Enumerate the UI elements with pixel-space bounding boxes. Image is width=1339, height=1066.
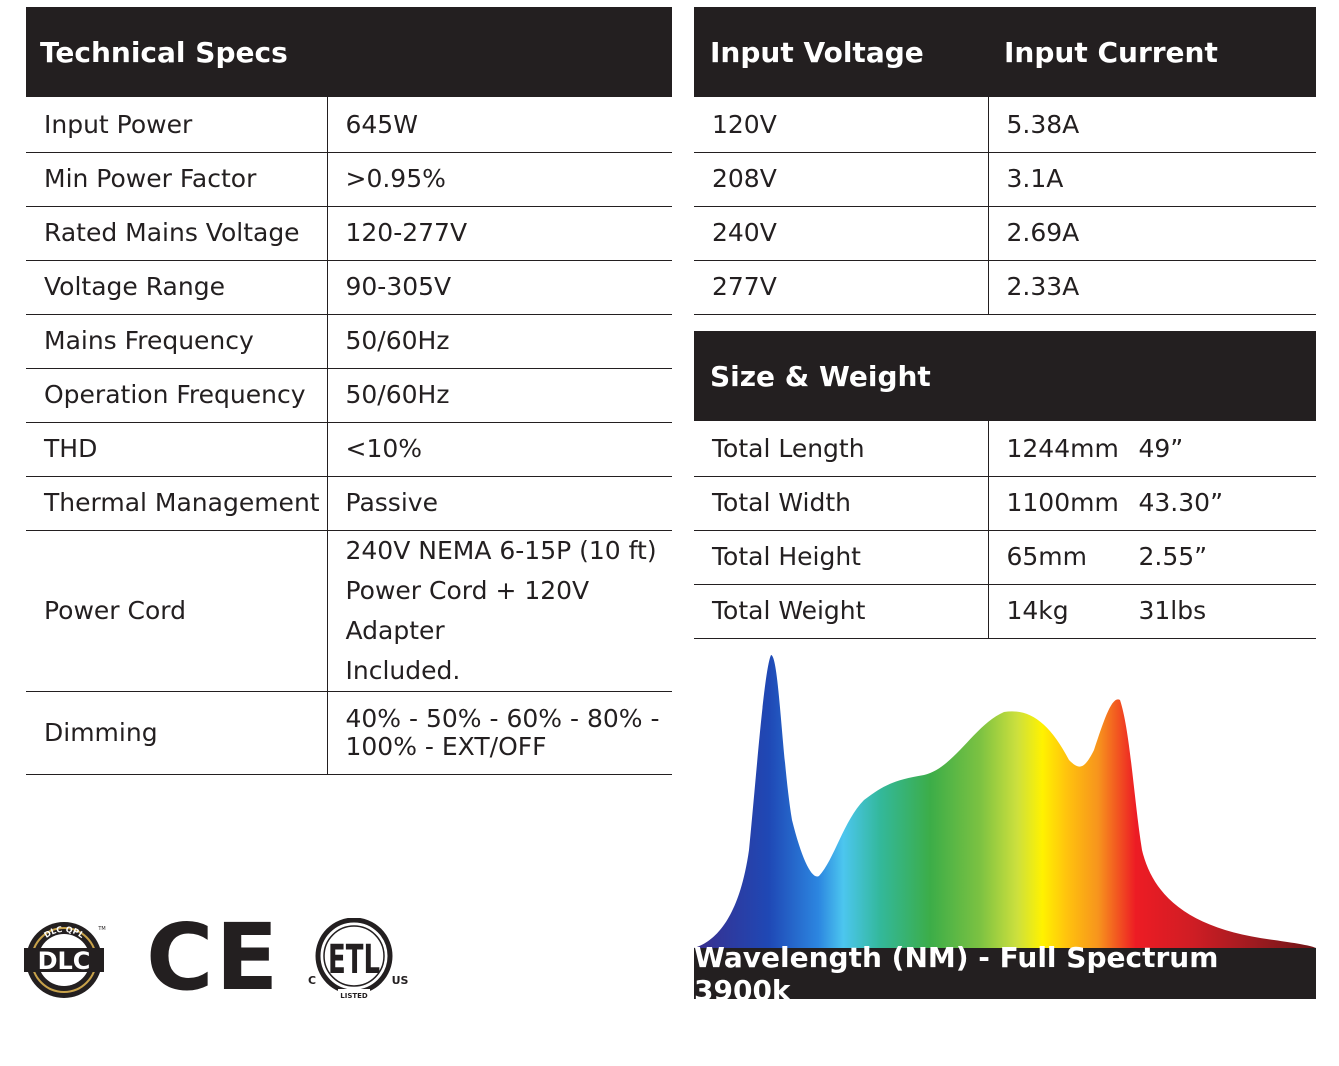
- table-row: Rated Mains Voltage 120-277V: [26, 206, 672, 261]
- svg-text:DLC QPL: DLC QPL: [42, 925, 85, 940]
- dimension-value: 1100mm 43.30”: [987, 476, 1316, 531]
- size-weight-header: Size & Weight: [694, 331, 1316, 421]
- dimension-label: Total Width: [694, 476, 988, 531]
- dimension-value: 1244mm 49”: [987, 421, 1316, 477]
- spec-value: <10%: [326, 422, 672, 477]
- etl-logo: ETL C US LISTED: [308, 918, 409, 1000]
- size-weight-title: Size & Weight: [710, 359, 931, 393]
- etl-main-text: ETL: [328, 937, 380, 983]
- table-row: THD <10%: [26, 422, 672, 477]
- voltage-cell: 240V: [694, 206, 988, 261]
- table-row: Operation Frequency 50/60Hz: [26, 368, 672, 423]
- table-row: Total Height 65mm 2.55”: [694, 530, 1316, 585]
- spectrum-curve: [694, 655, 1316, 948]
- table-row: Min Power Factor >0.95%: [26, 152, 672, 207]
- spec-value: 120-277V: [326, 206, 672, 261]
- spec-value-line: 100% - EXT/OFF: [345, 731, 547, 761]
- table-row: Mains Frequency 50/60Hz: [26, 314, 672, 369]
- table-row: 240V 2.69A: [694, 206, 1316, 261]
- table-row: Total Width 1100mm 43.30”: [694, 476, 1316, 531]
- current-cell: 2.33A: [987, 260, 1316, 315]
- spec-label: Operation Frequency: [26, 368, 327, 423]
- tech-specs-table: Input Power 645W Min Power Factor >0.95%…: [26, 97, 672, 775]
- dimension-label: Total Height: [694, 530, 988, 585]
- dlc-main-text: DLC: [38, 947, 91, 975]
- dlc-top-text: DLC QPL: [42, 925, 85, 940]
- table-row: Total Length 1244mm 49”: [694, 421, 1316, 477]
- voltage-cell: 120V: [694, 97, 988, 153]
- table-row: 277V 2.33A: [694, 260, 1316, 315]
- dimension-label: Total Length: [694, 421, 988, 477]
- input-table-header: Input Voltage Input Current: [694, 7, 1316, 97]
- spec-label: Power Cord: [26, 530, 327, 692]
- spec-value: 240V NEMA 6-15P (10 ft) Power Cord + 120…: [326, 530, 672, 692]
- spec-value: Passive: [326, 476, 672, 531]
- spec-value-line: Power Cord + 120V Adapter: [345, 575, 590, 645]
- current-cell: 5.38A: [987, 97, 1316, 153]
- spec-value-line: 240V NEMA 6-15P (10 ft): [345, 535, 657, 565]
- dimension-label: Total Weight: [694, 584, 988, 639]
- spec-label: Voltage Range: [26, 260, 327, 315]
- etl-right-text: US: [392, 974, 409, 987]
- dimension-value: 14kg 31lbs: [987, 584, 1316, 639]
- table-row: Power Cord 240V NEMA 6-15P (10 ft) Power…: [26, 530, 672, 692]
- spec-label: Dimming: [26, 691, 327, 775]
- table-row: 120V 5.38A: [694, 97, 1316, 153]
- table-row: Input Power 645W: [26, 97, 672, 153]
- table-row: 208V 3.1A: [694, 152, 1316, 207]
- table-row: Total Weight 14kg 31lbs: [694, 584, 1316, 639]
- etl-left-text: C: [308, 974, 316, 987]
- current-cell: 3.1A: [987, 152, 1316, 207]
- current-cell: 2.69A: [987, 206, 1316, 261]
- imperial-value: 31lbs: [1138, 596, 1207, 626]
- voltage-cell: 277V: [694, 260, 988, 315]
- dlc-tm-text: TM: [97, 926, 105, 932]
- dimension-value: 65mm 2.55”: [987, 530, 1316, 585]
- col-voltage-heading: Input Voltage: [710, 35, 924, 69]
- size-weight-table: Total Length 1244mm 49” Total Width 1100m…: [694, 421, 1316, 639]
- spec-value: 40% - 50% - 60% - 80% - 100% - EXT/OFF: [326, 691, 672, 775]
- metric-value: 1100mm: [1006, 488, 1119, 518]
- metric-value: 1244mm: [1006, 433, 1119, 463]
- col-current-heading: Input Current: [1004, 35, 1218, 69]
- spec-label: Input Power: [26, 97, 327, 153]
- spec-label: Thermal Management: [26, 476, 327, 531]
- voltage-cell: 208V: [694, 152, 988, 207]
- imperial-value: 2.55”: [1138, 542, 1208, 572]
- table-row: Thermal Management Passive: [26, 476, 672, 531]
- imperial-value: 49”: [1138, 433, 1184, 463]
- spectrum-caption: Wavelength (NM) - Full Spectrum 3900k: [694, 941, 1316, 1007]
- input-table: 120V 5.38A 208V 3.1A 240V 2.69A 277V 2.3…: [694, 97, 1316, 315]
- metric-value: 14kg: [1006, 596, 1069, 626]
- ce-logo: CE: [146, 904, 281, 1011]
- dlc-bottom-text: LISTED: [48, 975, 80, 988]
- table-row: Voltage Range 90-305V: [26, 260, 672, 315]
- spec-value: >0.95%: [326, 152, 672, 207]
- tech-specs-header: Technical Specs: [26, 7, 672, 97]
- dlc-logo: DLC QPL LISTED DLC TM: [24, 922, 106, 998]
- metric-value: 65mm: [1006, 542, 1088, 572]
- etl-bottom-text: LISTED: [340, 992, 368, 1000]
- spec-value-line: Included.: [345, 655, 461, 685]
- tech-specs-title: Technical Specs: [40, 35, 288, 69]
- table-row: Dimming 40% - 50% - 60% - 80% - 100% - E…: [26, 691, 672, 775]
- spec-label: THD: [26, 422, 327, 477]
- spec-value: 50/60Hz: [326, 368, 672, 423]
- imperial-value: 43.30”: [1138, 488, 1224, 518]
- spec-value: 90-305V: [326, 260, 672, 315]
- spec-label: Mains Frequency: [26, 314, 327, 369]
- spec-value: 50/60Hz: [326, 314, 672, 369]
- svg-text:LISTED: LISTED: [48, 975, 80, 988]
- spec-label: Min Power Factor: [26, 152, 327, 207]
- spectrum-graphic: [694, 655, 1316, 948]
- spec-value: 645W: [326, 97, 672, 153]
- spec-label: Rated Mains Voltage: [26, 206, 327, 261]
- spec-value-line: 40% - 50% - 60% - 80% -: [345, 703, 660, 733]
